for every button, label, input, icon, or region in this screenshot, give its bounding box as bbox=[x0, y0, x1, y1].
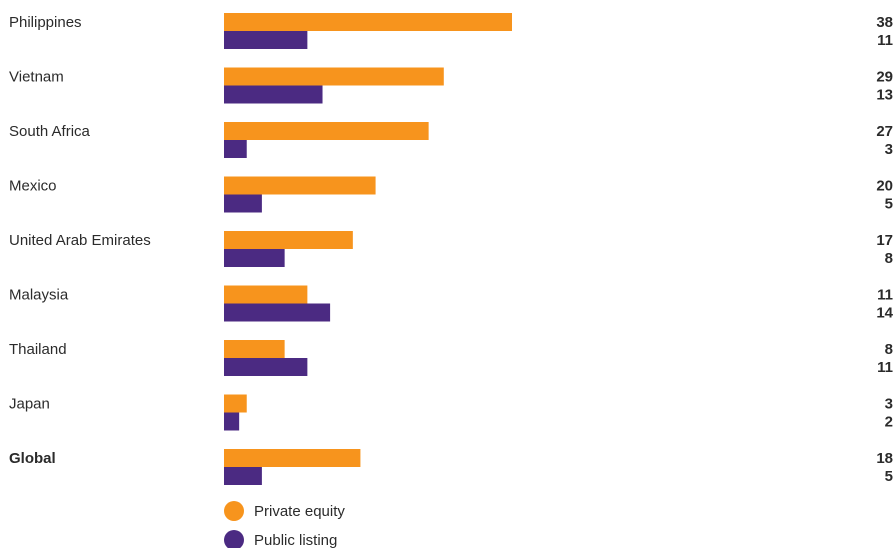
private-equity-value-label: 8 bbox=[885, 341, 893, 358]
public-listing-value-label: 11 bbox=[877, 32, 893, 49]
category-label: Thailand bbox=[9, 341, 67, 358]
public-listing-value-label: 5 bbox=[885, 468, 893, 485]
legend-label: Private equity bbox=[254, 503, 345, 520]
legend-swatch bbox=[224, 501, 244, 521]
category-label: Global bbox=[9, 450, 56, 467]
private-equity-bar bbox=[224, 394, 247, 413]
category-label: Mexico bbox=[9, 178, 57, 195]
legend-item: Private equity bbox=[224, 501, 345, 521]
private-equity-bar bbox=[224, 122, 429, 140]
public-listing-bar bbox=[224, 303, 331, 322]
private-equity-value-label: 17 bbox=[876, 232, 893, 249]
public-listing-value-label: 14 bbox=[876, 305, 893, 322]
category-label: Philippines bbox=[9, 14, 82, 31]
legend-swatch bbox=[224, 530, 244, 548]
public-listing-bar bbox=[224, 140, 247, 158]
private-equity-bar bbox=[224, 13, 512, 31]
private-equity-value-label: 38 bbox=[876, 14, 893, 31]
public-listing-value-label: 2 bbox=[885, 414, 893, 431]
private-equity-bar bbox=[224, 231, 353, 249]
private-equity-bar bbox=[224, 67, 444, 86]
category-label: Japan bbox=[9, 396, 50, 413]
public-listing-value-label: 8 bbox=[885, 250, 893, 267]
public-listing-bar bbox=[224, 249, 285, 267]
private-equity-bar bbox=[224, 285, 308, 304]
legend-item: Public listing bbox=[224, 530, 337, 548]
public-listing-value-label: 3 bbox=[885, 141, 893, 158]
chart-legend: Private equity Public listing bbox=[224, 501, 345, 548]
category-label: United Arab Emirates bbox=[9, 232, 151, 249]
category-label: Vietnam bbox=[9, 69, 64, 86]
public-listing-bar bbox=[224, 467, 262, 485]
private-equity-bar bbox=[224, 176, 376, 195]
public-listing-bar bbox=[224, 31, 308, 49]
chart-row: Japan 32 bbox=[9, 394, 893, 431]
public-listing-bar bbox=[224, 358, 308, 376]
private-equity-value-label: 27 bbox=[876, 123, 893, 140]
private-equity-value-label: 20 bbox=[876, 178, 893, 195]
private-equity-value-label: 29 bbox=[876, 69, 893, 86]
category-label: South Africa bbox=[9, 123, 91, 140]
public-listing-bar bbox=[224, 412, 240, 431]
public-listing-bar bbox=[224, 85, 323, 104]
private-equity-value-label: 18 bbox=[876, 450, 893, 467]
chart-row: Global 185 bbox=[9, 449, 893, 485]
category-label: Malaysia bbox=[9, 287, 69, 304]
chart-row: United Arab Emirates 178 bbox=[9, 231, 893, 267]
chart-row: Thailand 811 bbox=[9, 340, 893, 376]
public-listing-value-label: 13 bbox=[876, 87, 893, 104]
private-equity-value-label: 11 bbox=[877, 287, 893, 304]
chart-row: Mexico 205 bbox=[9, 176, 893, 213]
private-equity-bar bbox=[224, 449, 361, 467]
private-equity-value-label: 3 bbox=[885, 396, 893, 413]
chart-row: South Africa 273 bbox=[9, 122, 893, 158]
legend-label: Public listing bbox=[254, 532, 337, 548]
private-equity-bar bbox=[224, 340, 285, 358]
public-listing-value-label: 5 bbox=[885, 196, 893, 213]
public-listing-bar bbox=[224, 194, 262, 213]
public-listing-value-label: 11 bbox=[877, 359, 893, 376]
